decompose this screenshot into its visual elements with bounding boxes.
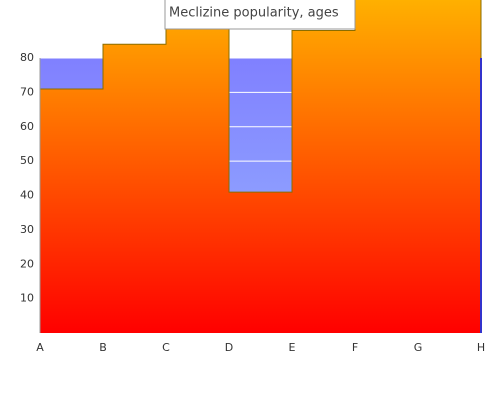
y-tick-label: 30	[20, 223, 34, 236]
y-tick-label: 50	[20, 154, 34, 167]
title-box	[164, 0, 356, 30]
area-step	[229, 192, 293, 333]
y-tick-label: 60	[20, 120, 34, 133]
x-tick-label: G	[414, 341, 423, 354]
area-step	[40, 88, 104, 333]
area-step	[292, 30, 356, 333]
area-step	[418, 0, 482, 333]
area-step	[103, 44, 167, 333]
area-outline	[39, 0, 482, 333]
y-tick-label: 80	[20, 51, 34, 64]
y-tick-label: 10	[20, 292, 34, 305]
y-tick-label: 20	[20, 257, 34, 270]
x-tick-label: H	[477, 341, 485, 354]
y-tick-label: 40	[20, 189, 34, 202]
x-tick-label: A	[36, 341, 44, 354]
x-tick-label: D	[225, 341, 233, 354]
x-tick-label: E	[289, 341, 296, 354]
chart-title: Meclizine popularity, ages	[169, 6, 339, 21]
x-tick-label: B	[99, 341, 107, 354]
x-tick-label: F	[352, 341, 358, 354]
x-tick-label: C	[162, 341, 170, 354]
y-tick-label: 70	[20, 85, 34, 98]
area-step	[355, 0, 419, 333]
area-step	[166, 0, 230, 333]
